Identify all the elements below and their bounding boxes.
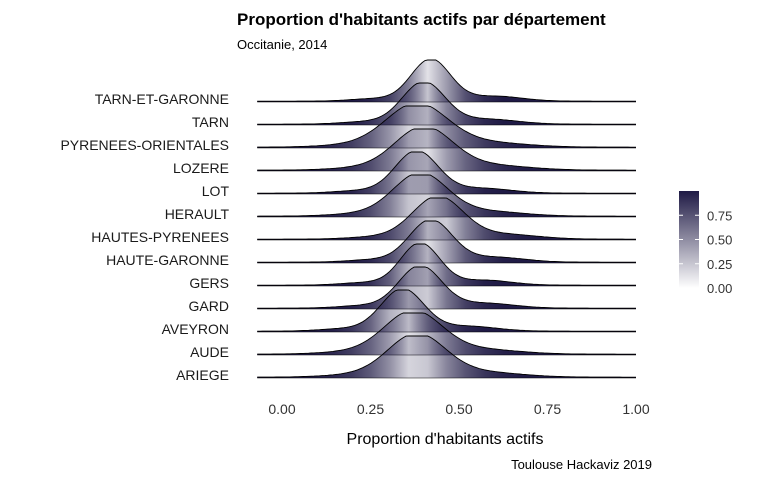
ridge-fill [257,60,636,102]
category-label: TARN [192,114,229,130]
chart-subtitle: Occitanie, 2014 [237,37,327,52]
ridge-fill [257,175,636,217]
colorbar [679,191,699,288]
colorbar-tick-label: 0.75 [707,208,732,223]
category-label: GERS [189,275,229,291]
category-label: HAUTE-GARONNE [106,252,229,268]
x-tick-label: 0.50 [445,401,472,417]
chart-title: Proportion d'habitants actifs par départ… [237,10,606,29]
x-tick-label: 0.25 [357,401,384,417]
ridge-fill [257,129,636,171]
ridge-line [257,197,636,240]
ridge-fill [257,152,636,194]
ridge-fill [257,198,636,240]
category-label: HAUTES-PYRENEES [91,229,229,245]
x-axis-label: Proportion d'habitants actifs [347,431,544,448]
ridge-fill [257,267,636,309]
ridge-line [257,174,636,217]
category-label: AUDE [190,344,229,360]
ridge-line [257,82,636,125]
ridge-line [257,266,636,309]
ridge-line [257,312,636,355]
colorbar-tick-label: 0.00 [707,281,732,296]
ridge-fill [257,290,636,332]
x-tick-label: 0.75 [534,401,561,417]
ridge-line [257,220,636,263]
ridge-fill [257,221,636,263]
category-label: HERAULT [165,206,230,222]
ridge-line [257,243,636,286]
ridge-fill [257,336,636,378]
category-label: LOT [202,183,230,199]
category-label: LOZERE [173,160,229,176]
ridge-line [257,289,636,332]
x-tick-label: 1.00 [622,401,649,417]
ridge-line [257,335,636,378]
x-axis: 0.00 0.25 0.50 0.75 1.00 [268,401,649,417]
ridge-fill [257,244,636,286]
category-label: TARN-ET-GARONNE [95,91,229,107]
ridge-line [257,59,636,102]
ridges-group: TARN-ET-GARONNE TARN PYRENEES-ORIENTALES LO… [60,59,636,383]
ridge-line [257,151,636,194]
x-tick-label: 0.00 [268,401,295,417]
chart-caption: Toulouse Hackaviz 2019 [511,457,652,472]
colorbar-tick-label: 0.50 [707,233,732,248]
category-label: AVEYRON [162,321,229,337]
category-label: GARD [189,298,229,314]
ridge-fill [257,83,636,125]
ridge-line [257,105,636,148]
category-label: ARIEGE [176,367,229,383]
ridge-fill [257,313,636,355]
colorbar-tick-label: 0.25 [707,257,732,272]
category-label: PYRENEES-ORIENTALES [60,137,229,153]
ridge-fill [257,106,636,148]
colorbar-legend: 0.00 0.25 0.50 0.75 [679,191,732,296]
ridge-line [257,128,636,171]
